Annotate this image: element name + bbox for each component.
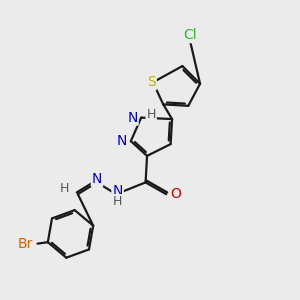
Text: H: H — [113, 195, 122, 208]
Text: N: N — [112, 184, 123, 198]
Text: O: O — [171, 187, 182, 201]
Text: Br: Br — [18, 237, 33, 250]
Text: Cl: Cl — [183, 28, 196, 42]
Text: S: S — [147, 75, 156, 89]
Text: N: N — [127, 111, 138, 124]
Text: H: H — [146, 108, 156, 121]
Text: N: N — [117, 134, 127, 148]
Text: N: N — [92, 172, 102, 186]
Text: H: H — [60, 182, 69, 195]
